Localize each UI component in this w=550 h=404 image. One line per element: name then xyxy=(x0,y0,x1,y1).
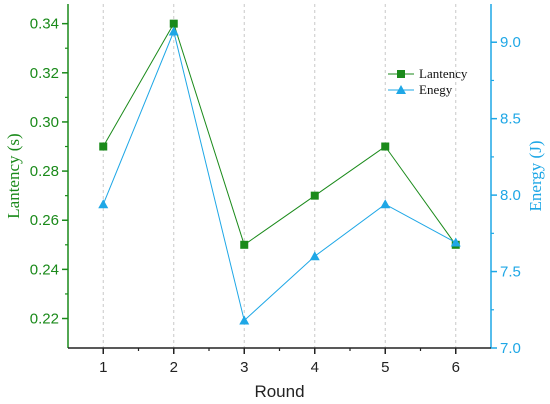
y-left-tick-label: 0.24 xyxy=(30,261,59,278)
data-point-enegy xyxy=(98,199,109,209)
data-point-lantency xyxy=(99,142,108,151)
x-tick-label: 6 xyxy=(452,359,460,376)
legend: Lantency Enegy xyxy=(388,66,468,97)
x-tick-label: 1 xyxy=(99,359,107,376)
x-tick-label: 3 xyxy=(240,359,248,376)
data-point-enegy xyxy=(450,237,461,247)
y-right-tick-label: 7.0 xyxy=(500,340,521,357)
data-point-enegy xyxy=(380,199,391,209)
y-left-tick-label: 0.22 xyxy=(30,311,59,328)
data-point-lantency xyxy=(381,142,390,151)
data-point-enegy xyxy=(239,315,250,325)
y-left-tick-label: 0.34 xyxy=(30,16,59,33)
y-axis-left-title: Lantency (s) xyxy=(4,133,23,218)
y-left-tick-label: 0.30 xyxy=(30,114,59,131)
y-right-tick-label: 9.0 xyxy=(500,34,521,51)
x-tick-label: 2 xyxy=(170,359,178,376)
legend-label-lantency: Lantency xyxy=(419,66,468,81)
y-left-tick-label: 0.28 xyxy=(30,163,59,180)
series-line-lantency xyxy=(102,22,457,246)
y-axis-right-title: Energy (J) xyxy=(526,141,545,212)
data-point-lantency xyxy=(240,240,249,249)
data-point-enegy xyxy=(309,251,320,261)
axes: 0.22 0.24 0.26 0.28 0.30 0.32 0.34 7.0 7.5 8.0 8.5… xyxy=(30,4,521,376)
grid-lines xyxy=(102,4,457,348)
legend-marker-enegy xyxy=(396,85,406,94)
y-right-tick-label: 7.5 xyxy=(500,264,521,281)
y-right-tick-label: 8.5 xyxy=(500,111,521,128)
series-layer xyxy=(98,19,461,325)
data-point-lantency xyxy=(169,19,178,28)
legend-marker-lantency xyxy=(397,70,405,78)
data-point-enegy xyxy=(168,26,179,36)
x-tick-label: 4 xyxy=(311,359,319,376)
x-tick-label: 5 xyxy=(381,359,389,376)
series-line-enegy xyxy=(102,29,456,322)
y-left-tick-label: 0.26 xyxy=(30,212,59,229)
data-point-lantency xyxy=(310,191,319,200)
y-right-tick-label: 8.0 xyxy=(500,187,521,204)
legend-label-enegy: Enegy xyxy=(419,82,453,97)
x-axis-title: Round xyxy=(254,382,304,401)
y-left-tick-label: 0.32 xyxy=(30,65,59,82)
